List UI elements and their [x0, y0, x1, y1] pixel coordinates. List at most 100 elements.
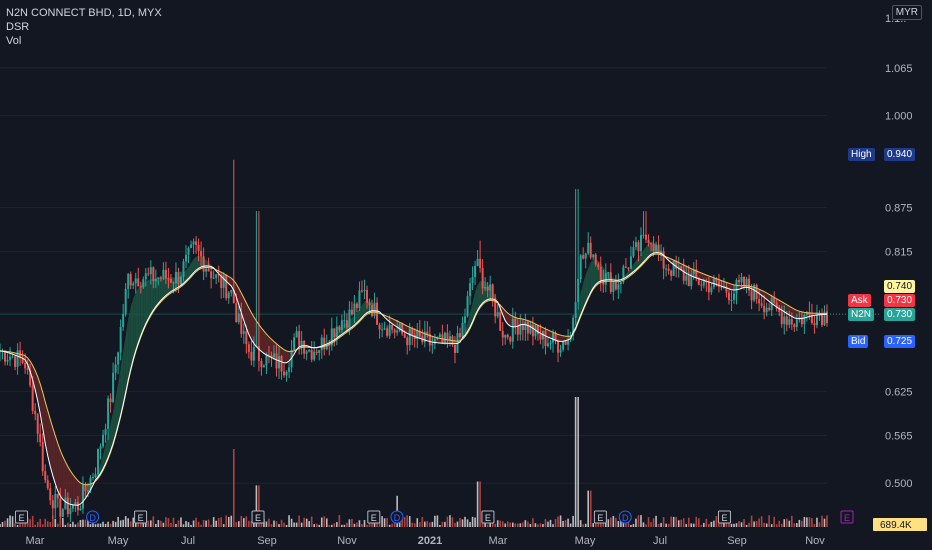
cloud-segment: [472, 291, 476, 324]
volume-bar: [584, 523, 587, 527]
earnings-marker[interactable]: [717, 510, 731, 524]
cloud-segment: [198, 255, 202, 270]
time-axis-label: Mar: [489, 535, 508, 547]
volume-bar: [429, 522, 431, 527]
volume-bar: [665, 523, 667, 527]
volume-bar: [333, 523, 336, 527]
candle-body: [0, 351, 1, 353]
volume-bar: [449, 515, 451, 527]
volume-bar: [215, 520, 217, 527]
time-axis[interactable]: Mar May Jul Sep Nov 2021 Mar May Jul Sep Nov: [26, 535, 826, 547]
candle-body: [383, 328, 386, 330]
earnings-marker[interactable]: [251, 510, 265, 524]
candle-body: [720, 286, 723, 288]
currency-badge[interactable]: MYR: [891, 5, 922, 20]
volume-bar: [670, 516, 672, 527]
price-axis[interactable]: 1.0651.0000.8750.8150.6250.5650.5001.1..…: [873, 13, 927, 531]
event-marker-letter: D: [622, 513, 629, 523]
candle-body: [577, 279, 580, 303]
volume-bar: [248, 520, 250, 527]
volume-bar: [770, 524, 773, 527]
candle-body: [59, 498, 62, 517]
candle-body: [552, 332, 555, 343]
candle-body: [604, 273, 607, 285]
dividend-marker[interactable]: [86, 510, 100, 524]
candle-body: [637, 242, 640, 252]
volume-bar: [310, 516, 313, 527]
dividend-marker[interactable]: [618, 510, 632, 524]
volume-bar: [635, 518, 637, 527]
earnings-marker[interactable]: [840, 510, 854, 524]
volume-bar: [177, 520, 180, 527]
candle-body: [325, 345, 328, 350]
candle-body: [534, 325, 537, 337]
volume-bar: [476, 481, 479, 527]
candle-body: [210, 271, 213, 279]
volume-bar: [403, 517, 406, 527]
earnings-marker[interactable]: [15, 510, 29, 524]
cloud-segment: [558, 334, 561, 342]
indicator-dsr-label[interactable]: DSR: [6, 21, 30, 33]
candle-body: [732, 293, 735, 300]
volume-bar: [471, 516, 474, 527]
candle-body: [265, 354, 268, 366]
candle-body: [391, 324, 394, 330]
candle-body: [401, 323, 404, 334]
volume-bar: [416, 518, 419, 527]
volume-bar: [129, 521, 132, 527]
volume-bar: [285, 524, 288, 527]
cloud-segment: [233, 280, 237, 297]
candle-body: [504, 334, 507, 338]
symbol-title[interactable]: N2N CONNECT BHD, 1D, MYX: [6, 7, 162, 19]
volume-bar: [295, 522, 298, 527]
earnings-marker[interactable]: [134, 510, 148, 524]
candle-body: [149, 267, 152, 275]
candle-body: [589, 242, 592, 258]
volume-bar: [612, 515, 615, 527]
volume-bar: [9, 515, 11, 527]
volume-bar: [602, 521, 605, 527]
volume-bar: [680, 519, 683, 527]
cloud-segment: [193, 256, 197, 275]
volume-bar: [212, 517, 215, 527]
cloud-segment: [593, 259, 596, 290]
candle-body: [529, 324, 532, 334]
indicator-vol-label[interactable]: Vol: [6, 35, 22, 47]
earnings-marker[interactable]: [367, 510, 381, 524]
volume-bar: [501, 521, 504, 527]
volume-bar: [406, 515, 409, 527]
volume-bar: [572, 515, 574, 527]
candle-body: [49, 488, 52, 501]
volume-bar: [363, 520, 366, 527]
ask-tag-label: Ask: [848, 294, 871, 307]
volume-bar: [542, 524, 544, 527]
candle-body: [486, 286, 489, 291]
volume-bar: [582, 524, 584, 527]
candlesticks: [0, 159, 828, 523]
high-tag-value: 0.940: [884, 148, 916, 161]
candle-body: [491, 284, 494, 298]
candle-body: [810, 314, 813, 324]
volume-bar: [240, 515, 243, 527]
earnings-marker[interactable]: [593, 510, 607, 524]
volume-bar: [610, 517, 612, 527]
candle-body: [267, 354, 270, 356]
volume-bar: [511, 522, 514, 527]
candle-body: [559, 349, 562, 353]
candle-body: [780, 311, 783, 325]
volume-bar: [728, 522, 730, 527]
candle-body: [358, 290, 361, 308]
volume-bar: [632, 524, 635, 527]
cloud-segment: [723, 281, 727, 288]
candle-body: [446, 332, 449, 341]
earnings-marker[interactable]: [481, 510, 495, 524]
cloud-segment: [263, 331, 267, 355]
time-axis-label: Nov: [337, 535, 357, 547]
dividend-marker[interactable]: [390, 510, 404, 524]
volume-bar: [574, 397, 577, 527]
candle-body: [793, 324, 796, 327]
volume-bar: [765, 523, 768, 527]
candle-body: [172, 282, 175, 284]
